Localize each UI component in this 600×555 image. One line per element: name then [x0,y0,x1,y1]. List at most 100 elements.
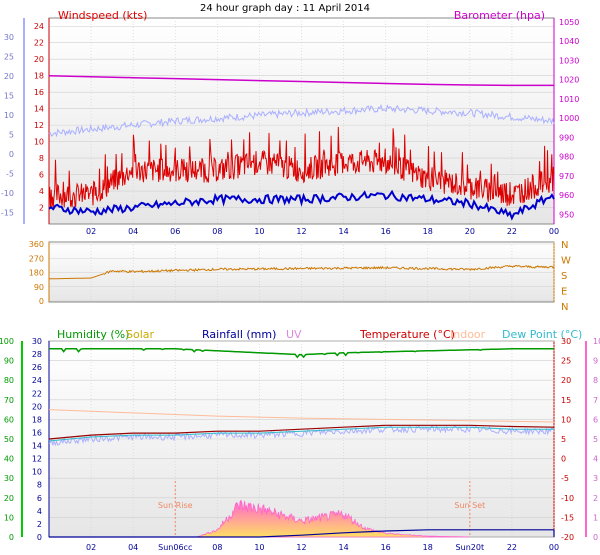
barometer-tick-label: 950 [559,210,574,219]
uv-tick-label: 4 [593,455,598,464]
barometer-series [48,75,554,87]
humidity-tick-label: 40 [4,455,14,464]
outer-tick-label: -15 [1,209,14,218]
barometer-tick-label: 990 [559,133,574,142]
rain-tick-label: 14 [32,442,42,451]
windspeed-tick-label: 10 [34,138,44,147]
direction-tick-label: 0 [39,297,44,306]
barometer-tick-label: 1030 [559,56,579,65]
outer-tick-label: -5 [6,170,14,179]
windspeed-axis-label: Windspeed (kts) [58,9,147,22]
sun-event-label: Sun Rise [158,501,193,510]
outer-tick-label: 20 [4,72,14,81]
windspeed-tick-label: 12 [34,121,44,130]
solar-area [196,499,470,538]
humidity-tick-label: 80 [4,376,14,385]
barometer-tick-label: 1010 [559,95,579,104]
humidity-tick-label: 0 [9,533,14,542]
wind-x-tick-label: 02 [86,227,96,236]
rain-tick-label: 20 [32,402,42,411]
barometer-tick-label: 970 [559,172,574,181]
legend-solar: Solar [126,328,155,341]
uv-tick-label: 0 [593,533,598,542]
climate-x-tick-label: 00 [549,543,559,552]
windspeed-tick-label: 2 [39,204,44,213]
uv-tick-label: 1 [593,513,598,522]
temperature-tick-label: 5 [561,435,566,444]
barometer-tick-label: 960 [559,191,574,200]
temperature-tick-label: -10 [561,494,574,503]
temperature-tick-label: -5 [561,474,569,483]
legend-dewpoint: Dew Point (°C) [502,328,582,341]
wind-x-tick-label: 22 [507,227,517,236]
average-wind-series [48,189,555,221]
windspeed-tick-label: 6 [39,171,44,180]
barometer-tick-label: 1000 [559,114,579,123]
climate-x-tick-label: 12 [296,543,306,552]
wind-x-tick-label: 04 [128,227,138,236]
dewpoint-series [48,426,554,442]
climate-x-tick-label: 22 [507,543,517,552]
outer-tick-label: 5 [9,131,14,140]
compass-label: E [561,287,567,298]
climate-x-tick-label: 14 [338,543,348,552]
wind-x-tick-label: 08 [212,227,222,236]
outer-tick-label: -10 [1,189,14,198]
windspeed-tick-label: 24 [34,22,44,31]
barometer-tick-label: 1050 [559,18,579,27]
direction-tick-label: 180 [29,269,44,278]
rainfall-series [49,529,554,538]
outer-tick-label: 0 [9,150,14,159]
windspeed-tick-label: 22 [34,39,44,48]
direction-tick-label: 90 [34,283,44,292]
temperature-tick-label: 20 [561,376,571,385]
wind-x-tick-label: 16 [381,227,391,236]
barometer-tick-label: 1040 [559,37,579,46]
compass-label: N [561,240,568,251]
legend-temperature: Temperature (°C) [359,328,455,341]
outer-tick-label: 10 [4,111,14,120]
wind-x-tick-label: 12 [296,227,306,236]
compass-label: N [561,302,568,313]
humidity-tick-label: 10 [4,513,14,522]
humidity-tick-label: 50 [4,435,14,444]
uv-tick-label: 3 [593,474,598,483]
humidity-tick-label: 70 [4,396,14,405]
sun-event-tick-label: Sun20t [456,543,485,552]
wind-x-tick-label: 18 [423,227,433,236]
temperature-tick-label: 25 [561,357,571,366]
wind-x-tick-label: 10 [254,227,264,236]
wind-x-tick-label: 14 [338,227,348,236]
climate-x-tick-label: 04 [128,543,138,552]
rain-tick-label: 4 [37,507,42,516]
direction-tick-label: 270 [29,254,44,263]
legend-uv: UV [286,328,302,341]
humidity-tick-label: 100 [0,337,14,346]
humidity-tick-label: 20 [4,494,14,503]
climate-x-tick-label: 10 [254,543,264,552]
rain-tick-label: 10 [32,468,42,477]
uv-tick-label: 8 [593,376,598,385]
sun-event-label: Sun Set [454,501,485,510]
barometer-tick-label: 980 [559,153,574,162]
climate-legend: Humidity (%) Solar Rainfall (mm) UV Temp… [57,328,582,341]
temperature-tick-label: 0 [561,455,566,464]
windspeed-tick-label: 20 [34,55,44,64]
barometer-axis-label: Barometer (hpa) [454,9,545,22]
windspeed-tick-label: 14 [34,105,44,114]
uv-tick-label: 9 [593,357,598,366]
wind-x-tick-label: 20 [465,227,475,236]
legend-rainfall: Rainfall (mm) [202,328,276,341]
rain-tick-label: 12 [32,455,42,464]
temperature-tick-label: 10 [561,415,571,424]
temperature-tick-label: -15 [561,513,574,522]
rain-tick-label: 18 [32,415,42,424]
outer-tick-label: 25 [4,53,14,62]
temperature-tick-label: 30 [561,337,571,346]
outer-tick-label: 30 [4,33,14,42]
windspeed-series [48,126,555,208]
uv-tick-label: 2 [593,494,598,503]
temperature-tick-label: 15 [561,396,571,405]
windspeed-tick-label: 16 [34,88,44,97]
